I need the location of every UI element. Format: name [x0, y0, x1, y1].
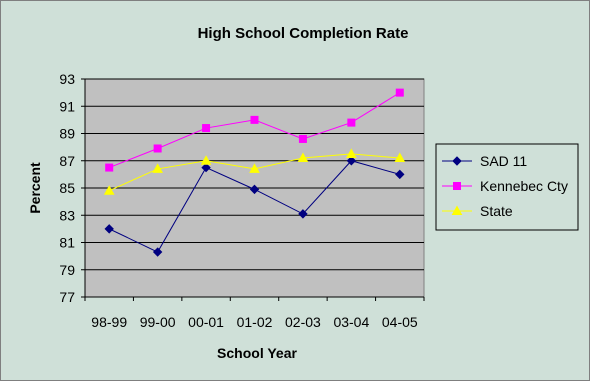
data-point [103, 185, 115, 195]
y-axis-label: Percent [27, 162, 43, 214]
data-point [153, 144, 162, 153]
legend-item-state: State [442, 203, 513, 219]
x-axis-label: School Year [217, 345, 297, 361]
series-layer [103, 88, 406, 257]
data-point [297, 152, 309, 163]
data-point [347, 118, 356, 127]
data-point [298, 134, 307, 143]
series-kennebec-cty [105, 88, 404, 172]
y-axis-ticks: 77 79 81 83 85 87 89 91 93 [59, 71, 85, 305]
gridlines [85, 78, 424, 271]
legend-marker [451, 205, 463, 215]
data-point [104, 224, 114, 234]
y-tick-label: 91 [59, 98, 75, 114]
x-tick-label: 02-03 [285, 314, 321, 330]
data-point [395, 88, 404, 97]
data-point [298, 209, 308, 219]
x-axis-ticks: 98-99 99-00 00-01 01-02 02-03 03-04 04-05 [84, 297, 425, 330]
data-point [200, 155, 212, 165]
data-point [346, 148, 357, 158]
x-tick-label: 00-01 [188, 314, 224, 330]
legend-label: State [480, 203, 513, 219]
legend-marker [453, 182, 461, 190]
series-sad-11 [104, 156, 405, 257]
x-tick-label: 04-05 [382, 314, 418, 330]
legend-label: Kennebec Cty [480, 178, 568, 194]
data-point [249, 163, 260, 173]
data-point [249, 184, 260, 195]
data-point [152, 247, 163, 257]
y-tick-label: 87 [59, 153, 75, 169]
legend: SAD 11 Kennebec Cty State [435, 143, 579, 231]
legend-item-kennebec-cty: Kennebec Cty [442, 178, 568, 194]
y-tick-label: 81 [59, 235, 75, 251]
legend-item-sad-11: SAD 11 [442, 153, 527, 169]
y-tick-label: 93 [59, 71, 75, 87]
chart-title: High School Completion Rate [198, 25, 409, 42]
data-point [346, 156, 357, 166]
y-tick-label: 83 [59, 207, 75, 223]
data-point [395, 169, 405, 180]
data-point [250, 115, 259, 124]
data-point [201, 162, 211, 173]
x-tick-label: 01-02 [237, 314, 273, 330]
x-tick-label: 99-00 [140, 314, 176, 330]
x-tick-label: 98-99 [91, 314, 127, 330]
legend-marker [452, 156, 462, 166]
legend-label: SAD 11 [480, 153, 527, 169]
data-point [202, 124, 211, 133]
y-tick-label: 77 [59, 289, 75, 305]
y-tick-label: 79 [59, 262, 75, 278]
series-state [103, 148, 406, 195]
y-tick-label: 85 [59, 180, 75, 196]
data-point [105, 163, 114, 172]
y-tick-label: 89 [59, 126, 75, 142]
x-tick-label: 03-04 [333, 314, 369, 330]
data-point [152, 163, 163, 173]
data-point [394, 152, 406, 163]
